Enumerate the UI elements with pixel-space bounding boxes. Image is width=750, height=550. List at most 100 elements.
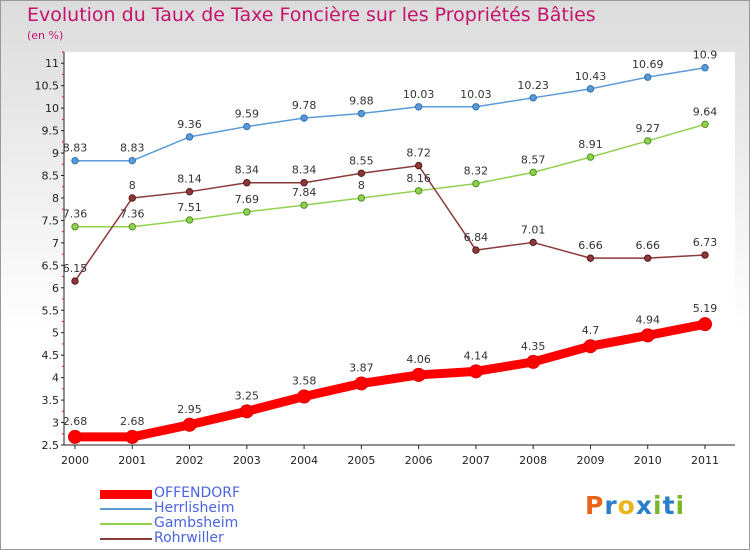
data-label: 8.55 (349, 154, 374, 167)
data-label: 10.43 (575, 70, 607, 83)
data-point (644, 254, 652, 262)
data-point (698, 317, 712, 332)
data-point (185, 216, 194, 224)
data-label: 8.14 (177, 173, 202, 186)
data-point (71, 277, 79, 285)
x-tick-label: 2004 (290, 454, 318, 467)
data-label: 6.66 (635, 239, 660, 252)
chart-unit-label: (en %) (27, 29, 64, 42)
data-point (357, 169, 366, 177)
data-label: 10.03 (403, 88, 435, 101)
data-point (644, 73, 652, 81)
data-point (701, 64, 709, 72)
data-point (243, 122, 251, 131)
data-point (414, 187, 423, 195)
data-label: 8.83 (120, 142, 145, 155)
legend-label: Gambsheim (154, 515, 239, 531)
y-tick-label: 8 (52, 192, 59, 205)
data-point (472, 179, 480, 188)
data-point (468, 364, 483, 379)
y-tick-label: 2.5 (42, 439, 60, 452)
legend-label: Rohrwiller (154, 530, 224, 546)
data-point (586, 153, 595, 161)
data-label: 10.9 (693, 49, 718, 62)
data-label: 3.87 (349, 361, 374, 374)
data-point (357, 109, 366, 118)
data-point (701, 120, 709, 129)
legend-swatch (100, 489, 152, 499)
data-point (640, 328, 655, 343)
x-tick-label: 2008 (519, 454, 547, 467)
y-tick-label: 7.5 (42, 214, 60, 227)
series-line-offendorf (70, 319, 710, 442)
data-label: 2.95 (177, 403, 202, 416)
data-label: 8.34 (235, 164, 260, 177)
x-tick-label: 2011 (691, 454, 719, 467)
data-label: 9.88 (349, 95, 374, 108)
legend-label: Herrlisheim (154, 500, 235, 516)
data-label: 10.69 (632, 58, 664, 71)
data-label: 7.36 (120, 208, 145, 221)
data-label: 9.64 (693, 105, 718, 118)
data-label: 9.36 (177, 118, 202, 131)
y-tick-label: 6.5 (42, 259, 60, 272)
x-tick-label: 2003 (233, 454, 261, 467)
data-point (300, 114, 308, 122)
data-label: 8.57 (521, 153, 546, 166)
logo-letter: o (617, 491, 636, 520)
data-label: 5.19 (693, 302, 718, 315)
data-point (357, 194, 366, 202)
data-point (239, 404, 254, 419)
data-label: 8.91 (578, 138, 603, 151)
data-label: 9.27 (635, 122, 660, 135)
data-point (529, 168, 537, 177)
y-tick-label: 4 (52, 372, 59, 385)
data-label: 2.68 (120, 415, 145, 428)
logo-letter: x (635, 491, 653, 520)
data-label: 8 (129, 179, 136, 192)
y-tick-label: 8.5 (42, 170, 60, 183)
y-tick-label: 3 (52, 417, 59, 430)
data-point (526, 354, 541, 369)
data-label: 4.35 (521, 340, 546, 353)
data-label: 6.73 (693, 236, 718, 249)
data-point (472, 246, 480, 254)
legend-swatch (100, 523, 152, 525)
data-point (297, 389, 312, 404)
data-point (529, 94, 537, 102)
series-line-rohrwiller (74, 164, 706, 282)
y-tick-label: 11 (45, 57, 59, 70)
data-label: 7.84 (292, 186, 317, 199)
y-tick-label: 3.5 (42, 394, 60, 407)
data-label: 4.06 (406, 353, 431, 366)
x-tick-label: 2006 (405, 454, 433, 467)
data-label: 8.32 (464, 165, 489, 178)
data-label: 7.36 (63, 208, 88, 221)
data-point (354, 376, 369, 391)
y-tick-label: 4.5 (42, 349, 60, 362)
data-label: 10.23 (517, 79, 549, 92)
data-label: 8.16 (406, 172, 431, 185)
logo-letter: r (604, 491, 618, 520)
y-tick-label: 7 (52, 237, 59, 250)
y-tick-label: 10 (45, 102, 59, 115)
data-label: 6.84 (464, 231, 489, 244)
y-tick-label: 10.5 (35, 80, 60, 93)
data-point (414, 103, 423, 111)
x-tick-label: 2010 (634, 454, 662, 467)
data-point (125, 429, 140, 444)
data-point (583, 339, 598, 354)
data-label: 4.14 (464, 349, 489, 362)
data-point (472, 103, 480, 111)
legend-swatch (100, 538, 152, 540)
data-point (300, 201, 308, 209)
x-tick-label: 2009 (576, 454, 604, 467)
data-point (586, 85, 595, 93)
legend-swatch (100, 508, 152, 510)
data-label: 6.66 (578, 239, 603, 252)
logo-letter: i (675, 491, 686, 520)
data-label: 8.72 (406, 147, 431, 160)
data-label: 7.51 (177, 201, 202, 214)
data-point (644, 137, 652, 145)
data-label: 3.25 (235, 389, 260, 402)
